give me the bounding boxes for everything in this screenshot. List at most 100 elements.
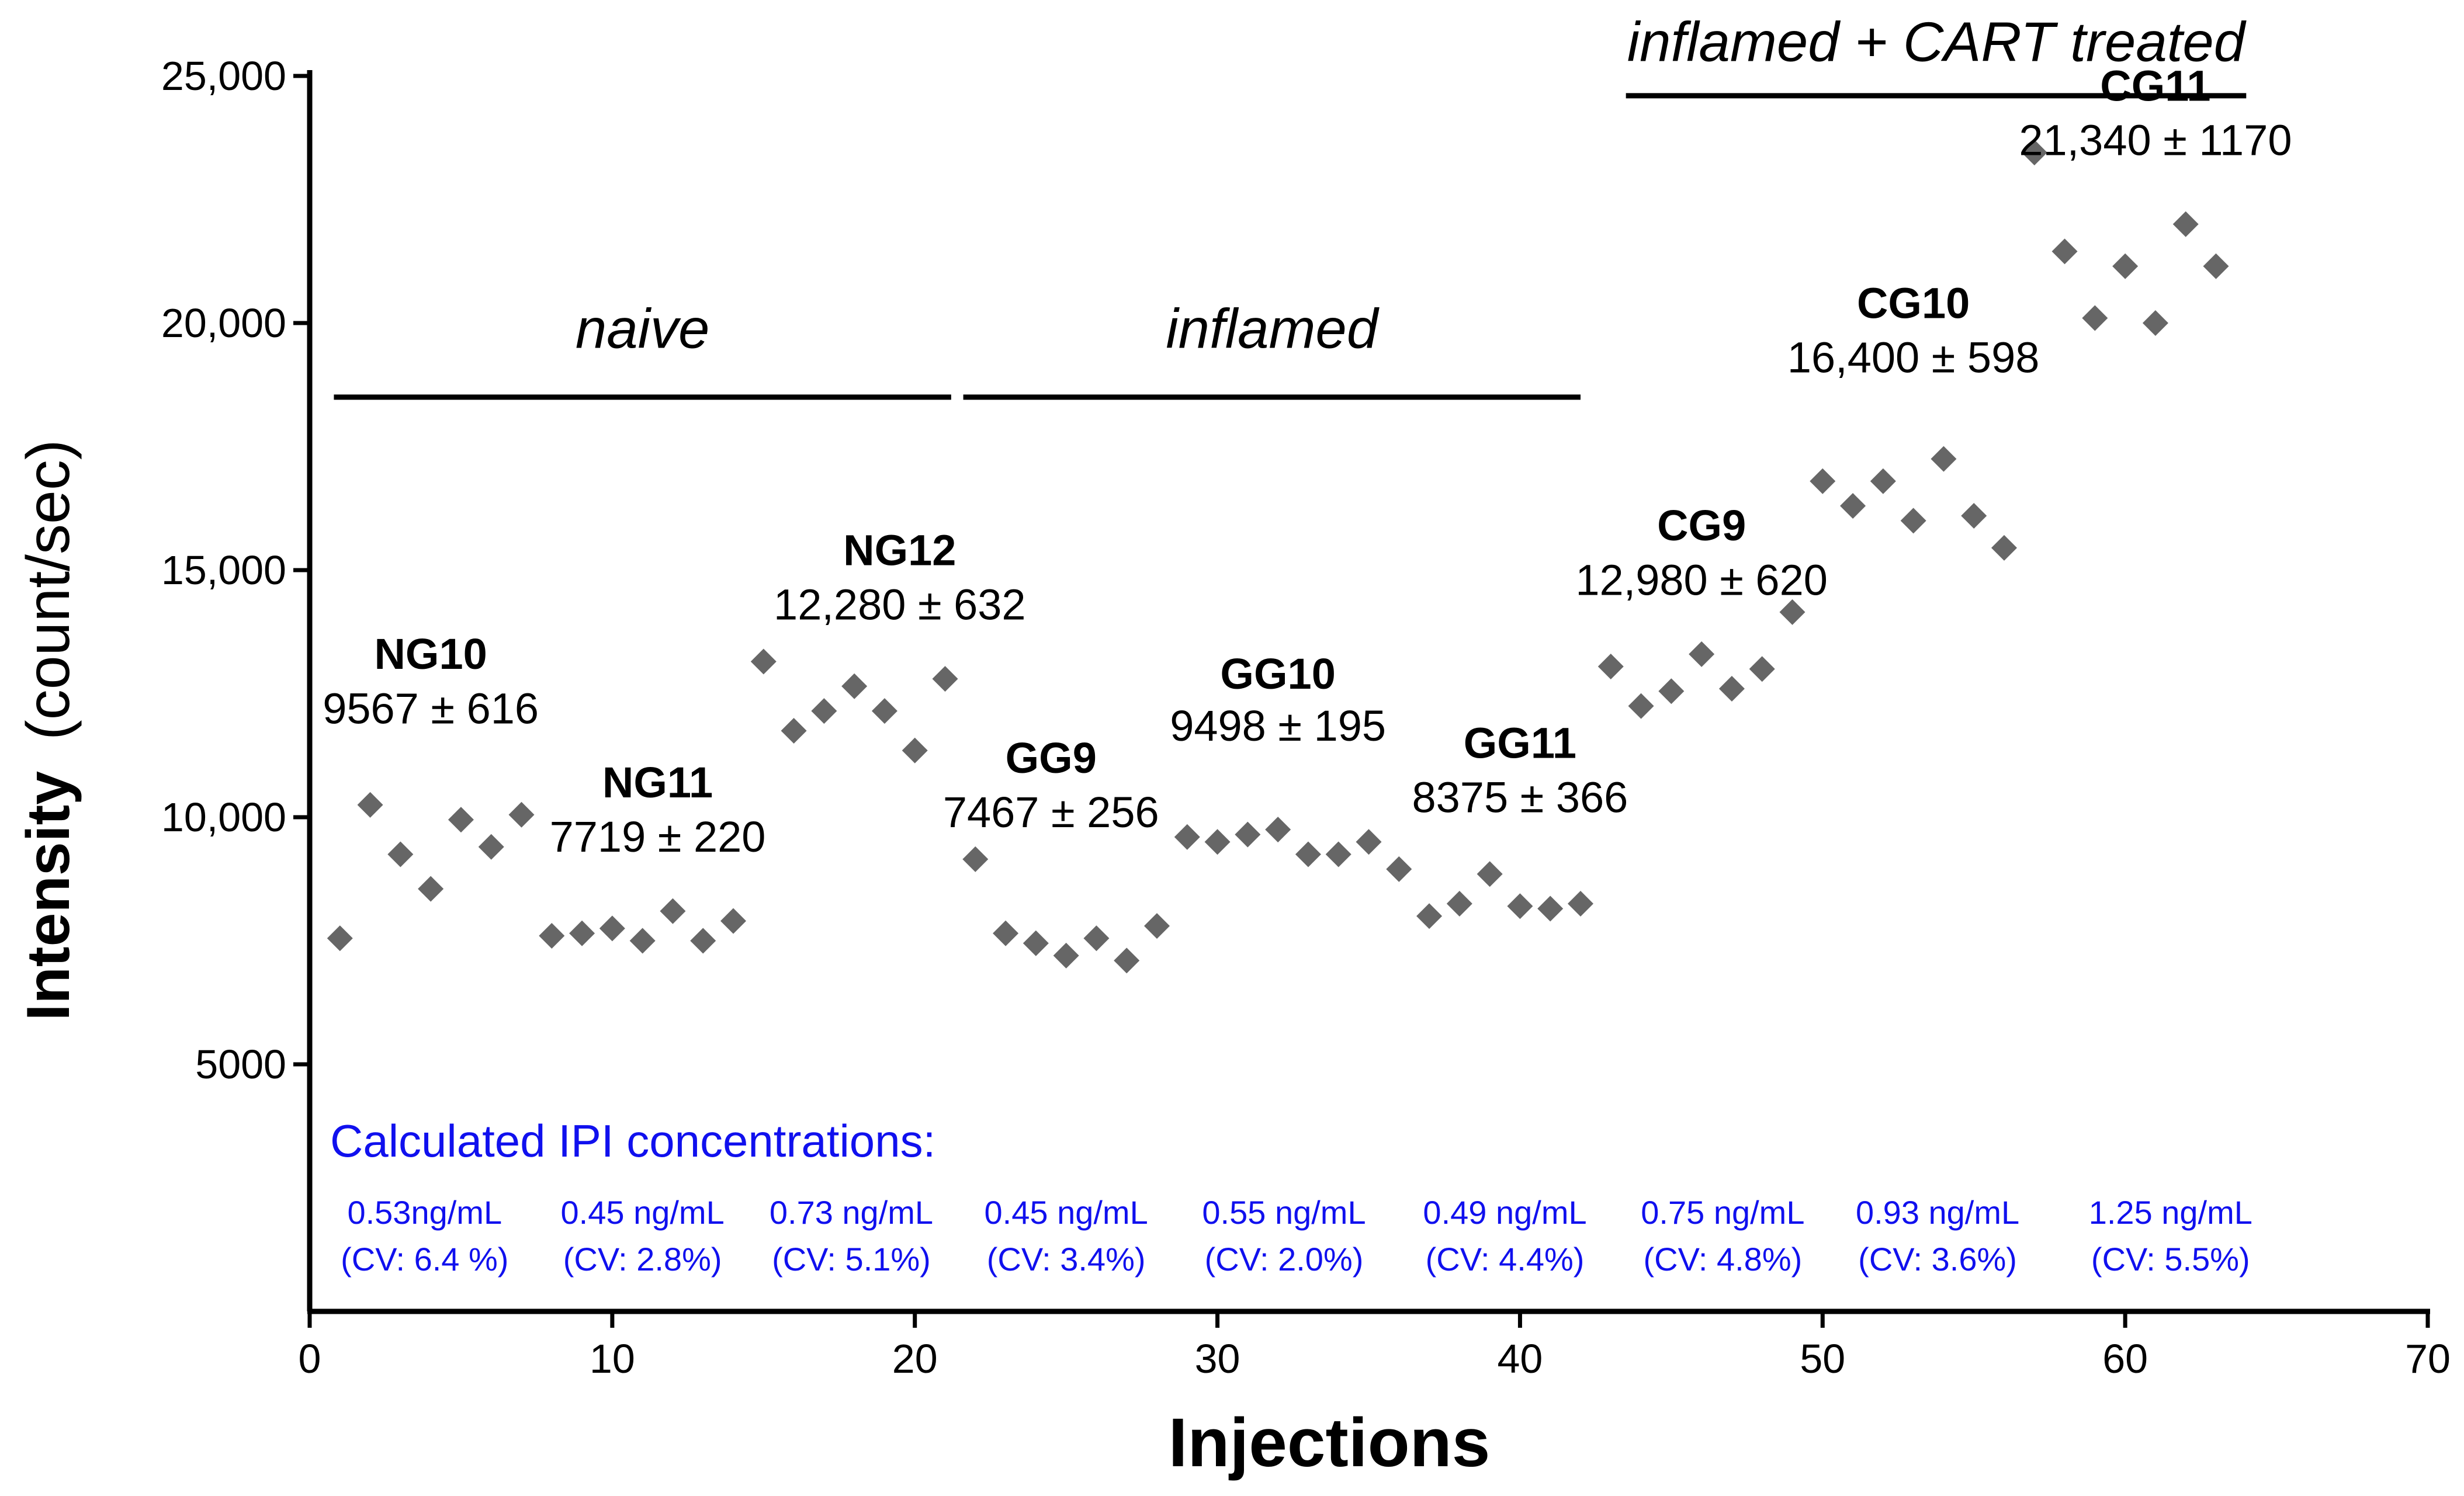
group-stat-label: 21,340 ± 1170 (2019, 116, 2292, 164)
data-point (448, 807, 474, 833)
data-point (660, 898, 686, 924)
axes: 5000 10,000 15,000 20,000 25,000 0 10 20 30 40 50 6… (161, 53, 2451, 1382)
data-point (1144, 913, 1170, 939)
data-point (1235, 821, 1261, 848)
data-points (327, 140, 2229, 974)
data-point (327, 925, 353, 952)
data-point (1718, 676, 1745, 702)
data-point (2112, 253, 2139, 279)
data-point (1083, 925, 1110, 952)
data-point (1689, 641, 1715, 667)
concentration-value: 0.75 ng/mL (1641, 1194, 1804, 1231)
x-tick-label: 20 (892, 1336, 938, 1382)
concentration-cv: (CV: 4.4%) (1426, 1241, 1585, 1278)
data-point (962, 846, 989, 872)
data-point (1325, 841, 1351, 867)
group-stat-label: 9498 ± 195 (1170, 702, 1386, 750)
y-tick-label: 10,000 (161, 794, 286, 840)
data-point (599, 915, 625, 942)
x-tick-label: 0 (299, 1336, 321, 1382)
y-axis-title-bold: Intensity (15, 771, 82, 1021)
data-point (508, 801, 535, 828)
concentration-cv: (CV: 5.5%) (2091, 1241, 2250, 1278)
condition-label: inflamed (1166, 297, 1379, 360)
data-point (1749, 656, 1775, 682)
x-tick-label: 70 (2405, 1336, 2451, 1382)
data-point (1900, 508, 1926, 534)
group-stat-label: 7719 ± 220 (550, 813, 766, 861)
data-point (569, 920, 595, 946)
concentration-value: 0.55 ng/mL (1202, 1194, 1366, 1231)
data-point (871, 698, 897, 724)
group-stat-label: 7467 ± 256 (943, 788, 1159, 836)
concentration-cv: (CV: 2.8%) (563, 1241, 722, 1278)
data-point (2203, 253, 2229, 279)
data-point (1810, 468, 1836, 494)
data-point (1053, 942, 1079, 969)
group-name-label: GG10 (1220, 650, 1335, 698)
data-point (1597, 653, 1624, 679)
y-tick-label: 25,000 (161, 53, 286, 99)
data-point (1658, 678, 1685, 704)
data-point (1386, 856, 1412, 882)
data-point (2051, 238, 2078, 265)
y-axis-title: Intensity (count/sec) (15, 440, 82, 1021)
group-name-label: NG12 (843, 526, 956, 575)
data-point (1779, 599, 1805, 625)
concentration-value: 0.73 ng/mL (770, 1194, 933, 1231)
data-point (1537, 895, 1564, 922)
data-point (629, 928, 656, 954)
group-name-label: CG9 (1657, 501, 1746, 550)
data-point (1446, 891, 1472, 917)
group-stat-label: 9567 ± 616 (323, 684, 539, 733)
condition-label: naive (576, 297, 710, 360)
concentration-value: 1.25 ng/mL (2089, 1194, 2252, 1231)
concentration-value: 0.53ng/mL (347, 1194, 502, 1231)
concentration-value: 0.45 ng/mL (985, 1194, 1148, 1231)
group-name-label: CG11 (2100, 61, 2210, 110)
concentration-annotations: Calculated IPI concentrations: 0.53ng/mL… (330, 1115, 2252, 1278)
data-point (1931, 446, 1957, 472)
data-point (1840, 493, 1866, 519)
concentration-cv: (CV: 3.6%) (1858, 1241, 2017, 1278)
group-stat-label: 12,980 ± 620 (1575, 556, 1828, 604)
data-point (750, 648, 777, 675)
group-name-label: NG11 (602, 758, 713, 807)
data-point (2142, 310, 2168, 336)
x-tick-label: 40 (1497, 1336, 1543, 1382)
concentration-cv: (CV: 4.8%) (1644, 1241, 1803, 1278)
y-tick-label: 5000 (195, 1042, 286, 1087)
data-point (1507, 893, 1533, 919)
data-point (1356, 829, 1382, 855)
condition-label: inflamed + CART treated (1627, 11, 2247, 74)
data-point (418, 876, 444, 902)
x-tick-label: 30 (1195, 1336, 1240, 1382)
group-name-label: CG10 (1857, 279, 1970, 328)
group-stat-label: 16,400 ± 598 (1787, 334, 2040, 382)
group-stat-label: 8375 ± 366 (1412, 773, 1628, 822)
data-point (2172, 211, 2199, 237)
group-name-label: GG9 (1006, 734, 1097, 782)
group-annotations: NG10 9567 ± 616 NG11 7719 ± 220 NG12 12,280 ±… (323, 61, 2292, 861)
concentration-cv: (CV: 3.4%) (987, 1241, 1146, 1278)
data-point (690, 928, 716, 954)
data-point (539, 923, 565, 949)
data-point (1295, 841, 1321, 867)
concentration-value: 0.93 ng/mL (1856, 1194, 2019, 1231)
data-point (1628, 693, 1654, 719)
concentration-cv: (CV: 2.0%) (1205, 1241, 1364, 1278)
group-stat-label: 12,280 ± 632 (774, 581, 1026, 629)
data-point (841, 673, 868, 699)
data-point (1416, 903, 1443, 929)
condition-annotations: naive inflamed inflamed + CART treated (334, 11, 2247, 400)
x-tick-label: 60 (2102, 1336, 2148, 1382)
concentration-value: 0.45 ng/mL (561, 1194, 725, 1231)
y-axis-title-unit: (count/sec) (15, 440, 82, 740)
y-tick-label: 15,000 (161, 547, 286, 593)
data-point (1265, 817, 1291, 843)
concentration-cv: (CV: 6.4 %) (341, 1241, 508, 1278)
concentration-cv: (CV: 5.1%) (772, 1241, 931, 1278)
data-point (1114, 947, 1140, 974)
data-point (720, 908, 746, 934)
data-point (1477, 861, 1503, 887)
